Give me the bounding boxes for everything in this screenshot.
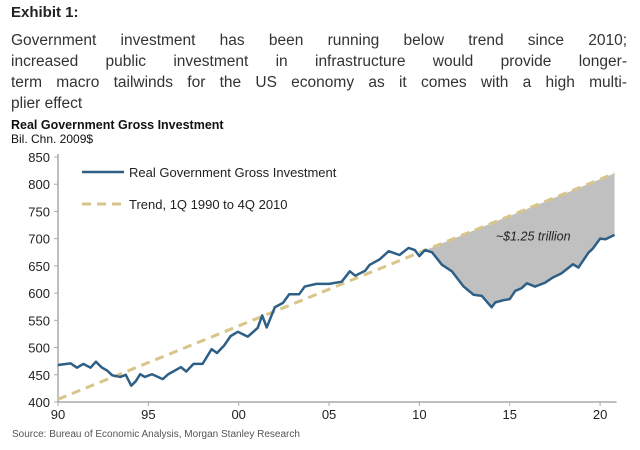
x-tick-label: 05 [322,407,336,422]
x-tick-label: 95 [141,407,155,422]
y-axis-unit: Bil. Chn. 2009$ [11,132,94,146]
x-tick-label: 90 [51,407,65,422]
trend-line [57,171,616,401]
chart-title: Real Government Gross Investment [11,118,224,132]
y-tick-label: 600 [28,286,50,301]
x-tick-label: 15 [503,407,517,422]
y-tick-label: 750 [28,204,50,219]
investment-series-line [57,233,616,387]
y-tick-label: 450 [28,368,50,383]
y-tick-label: 550 [28,313,50,328]
exhibit-description: Government investment has been running b… [11,30,627,114]
legend-label-trend: Trend, 1Q 1990 to 4Q 2010 [129,197,288,212]
y-tick-label: 850 [28,150,50,165]
x-tick-label: 20 [593,407,607,422]
x-tick-label: 00 [231,407,245,422]
description-line: term macro tailwinds for the US economy … [11,74,627,91]
gap-annotation: ~$1.25 trillion [496,229,571,243]
description-line: Government investment has been running b… [11,32,627,49]
x-tick-label: 10 [412,407,426,422]
shaded-gap-area [424,173,615,308]
description-line: increased public investment in infrastru… [11,53,627,70]
y-tick-label: 800 [28,177,50,192]
y-tick-label: 650 [28,259,50,274]
y-tick-label: 700 [28,232,50,247]
y-tick-label: 500 [28,341,50,356]
exhibit-label: Exhibit 1: [11,4,79,21]
y-tick-label: 400 [28,395,50,410]
description-line: plier effect [11,95,83,112]
source-note: Source: Bureau of Economic Analysis, Mor… [12,429,300,440]
legend-label-investment: Real Government Gross Investment [129,165,337,180]
